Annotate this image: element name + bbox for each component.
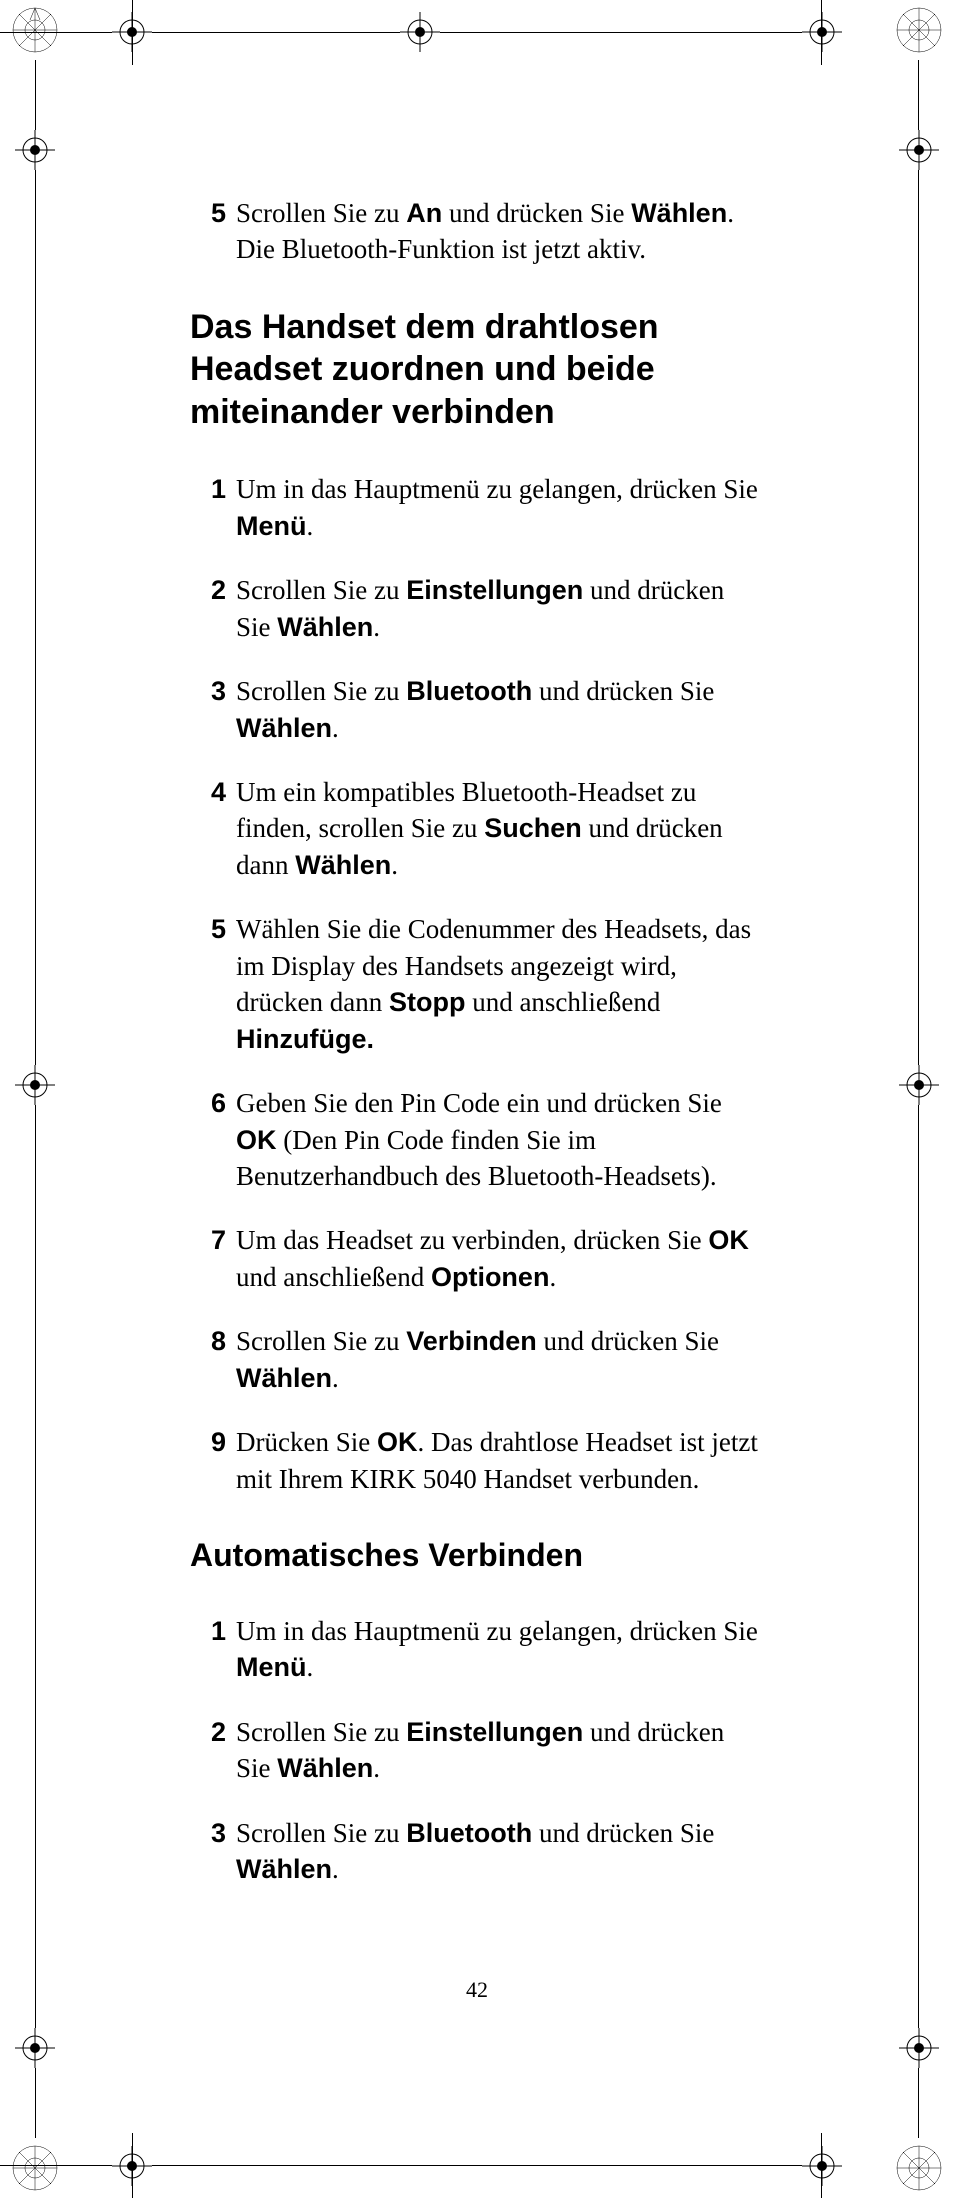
step-text: Wählen Sie die Codenummer des Headsets, … xyxy=(236,911,760,1057)
step-text: Scrollen Sie zu Bluetooth und drücken Si… xyxy=(236,1815,760,1888)
step-text: Scrollen Sie zu Bluetooth und drücken Si… xyxy=(236,673,760,746)
step-item: 4Um ein kompatibles Bluetooth-Headset zu… xyxy=(200,774,760,883)
crop-mark-crosshair xyxy=(899,1065,939,1105)
crop-line xyxy=(0,32,112,33)
crop-line xyxy=(35,1105,36,1960)
step-item: 5Wählen Sie die Codenummer des Headsets,… xyxy=(200,911,760,1057)
step-item: 2Scrollen Sie zu Einstellungen und drück… xyxy=(200,572,760,645)
page-number: 42 xyxy=(0,1977,954,2003)
crop-mark-crosshair xyxy=(15,1065,55,1105)
crop-line xyxy=(440,32,802,33)
crop-mark-sun-tr xyxy=(894,5,944,55)
step-item: 1Um in das Hauptmenü zu gelangen, drücke… xyxy=(200,1613,760,1686)
step-text: Scrollen Sie zu Verbinden und drücken Si… xyxy=(236,1323,760,1396)
step-number: 7 xyxy=(200,1222,236,1295)
step-number: 4 xyxy=(200,774,236,883)
step-number: 8 xyxy=(200,1323,236,1396)
step-item: 6Geben Sie den Pin Code ein und drücken … xyxy=(200,1085,760,1194)
step-number: 2 xyxy=(200,1714,236,1787)
step-item: 9Drücken Sie OK. Das drahtlose Headset i… xyxy=(200,1424,760,1497)
crop-line xyxy=(918,170,919,240)
steps-list-2: 1Um in das Hauptmenü zu gelangen, drücke… xyxy=(200,1613,760,1888)
crop-mark-crosshair xyxy=(802,12,842,52)
step-item: 8Scrollen Sie zu Verbinden und drücken S… xyxy=(200,1323,760,1396)
step-text: Drücken Sie OK. Das drahtlose Headset is… xyxy=(236,1424,760,1497)
page-content: 5 Scrollen Sie zu An und drücken Sie Wäh… xyxy=(200,195,760,1916)
step-number: 2 xyxy=(200,572,236,645)
step-item: 3Scrollen Sie zu Bluetooth und drücken S… xyxy=(200,673,760,746)
step-item: 1Um in das Hauptmenü zu gelangen, drücke… xyxy=(200,471,760,544)
crop-line xyxy=(35,170,36,240)
steps-list-1: 1Um in das Hauptmenü zu gelangen, drücke… xyxy=(200,471,760,1497)
step-item: 2Scrollen Sie zu Einstellungen und drück… xyxy=(200,1714,760,1787)
crop-line xyxy=(918,1105,919,1960)
crop-line xyxy=(152,2165,802,2166)
crop-line xyxy=(35,60,36,130)
section-heading-pairing: Das Handset dem drahtlosen Headset zuord… xyxy=(190,306,760,434)
crop-mark-crosshair xyxy=(400,12,440,52)
crop-mark-sun-bl xyxy=(10,2143,60,2193)
step-item: 7Um das Headset zu verbinden, drücken Si… xyxy=(200,1222,760,1295)
step-text: Scrollen Sie zu An und drücken Sie Wähle… xyxy=(236,195,760,268)
crop-mark-sun-br xyxy=(894,2143,944,2193)
step-item: 3Scrollen Sie zu Bluetooth und drücken S… xyxy=(200,1815,760,1888)
crop-mark-crosshair xyxy=(899,2028,939,2068)
step-number: 3 xyxy=(200,673,236,746)
crop-mark-crosshair xyxy=(802,2146,842,2186)
crop-line xyxy=(821,2133,822,2198)
intro-step: 5 Scrollen Sie zu An und drücken Sie Wäh… xyxy=(200,195,760,268)
crop-line xyxy=(918,240,919,1065)
crop-line xyxy=(35,240,36,1065)
step-text: Geben Sie den Pin Code ein und drücken S… xyxy=(236,1085,760,1194)
step-text: Um das Headset zu verbinden, drücken Sie… xyxy=(236,1222,760,1295)
crop-mark-crosshair xyxy=(899,130,939,170)
step-text: Um in das Hauptmenü zu gelangen, drücken… xyxy=(236,1613,760,1686)
crop-line xyxy=(35,2068,36,2138)
step-text: Um in das Hauptmenü zu gelangen, drücken… xyxy=(236,471,760,544)
crop-line xyxy=(132,0,133,65)
crop-mark-crosshair xyxy=(15,2028,55,2068)
step-text: Um ein kompatibles Bluetooth-Headset zu … xyxy=(236,774,760,883)
step-text: Scrollen Sie zu Einstellungen und drücke… xyxy=(236,1714,760,1787)
section-heading-autoconnect: Automatisches Verbinden xyxy=(190,1535,760,1575)
step-number: 5 xyxy=(200,911,236,1057)
crop-line xyxy=(918,60,919,130)
crop-line xyxy=(918,2068,919,2138)
step-number: 3 xyxy=(200,1815,236,1888)
crop-mark-crosshair xyxy=(15,130,55,170)
crop-line xyxy=(152,32,400,33)
step-number: 9 xyxy=(200,1424,236,1497)
step-text: Scrollen Sie zu Einstellungen und drücke… xyxy=(236,572,760,645)
crop-line xyxy=(0,2165,112,2166)
crop-line xyxy=(821,0,822,65)
crop-line xyxy=(132,2133,133,2198)
crop-mark-sun-tl xyxy=(10,5,60,55)
step-number: 6 xyxy=(200,1085,236,1194)
step-number: 1 xyxy=(200,471,236,544)
step-number: 1 xyxy=(200,1613,236,1686)
step-number: 5 xyxy=(200,195,236,268)
